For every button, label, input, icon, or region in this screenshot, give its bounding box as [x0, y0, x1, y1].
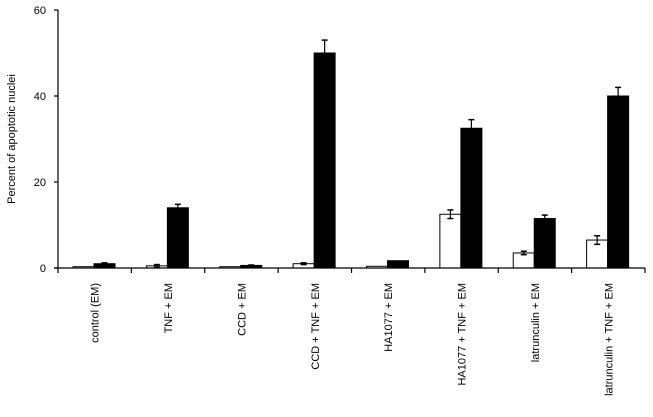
x-tick-label: latrunculin + TNF + EM [603, 283, 615, 396]
bar [607, 95, 630, 269]
bar [439, 213, 462, 269]
y-tick-label: 0 [40, 263, 46, 275]
x-tick-label: latrunculin + EM [530, 283, 542, 362]
y-axis-label: Percent of apoptotic nuclei [6, 74, 18, 204]
y-tick-label: 60 [34, 5, 46, 17]
bar [313, 52, 336, 269]
bar [166, 207, 189, 269]
x-tick-label: HA1077 + TNF + EM [457, 283, 469, 386]
x-tick-label: control (EM) [90, 283, 102, 343]
bar [387, 260, 409, 269]
x-tick-label: CCD + TNF + EM [310, 283, 322, 370]
y-tick-label: 20 [34, 177, 46, 189]
bar [460, 127, 483, 269]
x-tick-label: HA1077 + EM [383, 283, 395, 352]
x-tick-label: TNF + EM [163, 283, 175, 333]
bar [533, 218, 556, 269]
x-tick-label: CCD + EM [236, 283, 248, 336]
y-tick-label: 40 [34, 91, 46, 103]
